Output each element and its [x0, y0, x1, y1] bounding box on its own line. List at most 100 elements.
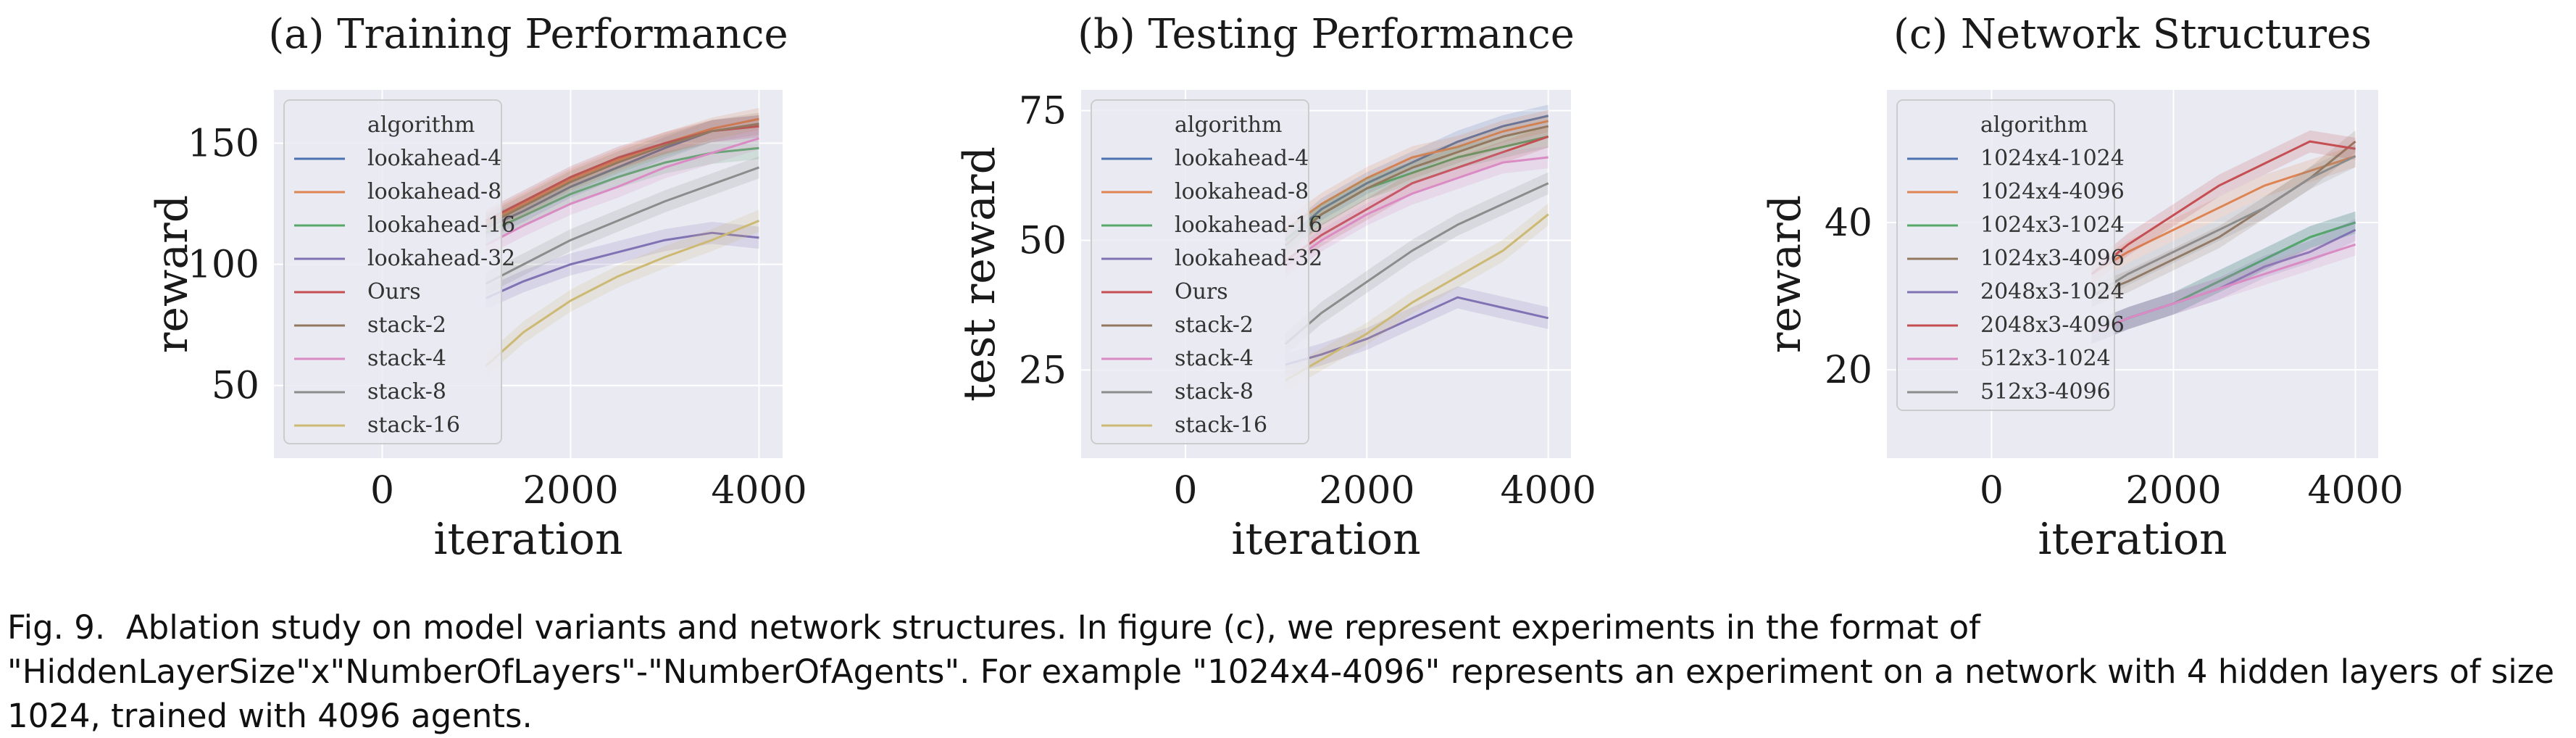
x-tick-label: 2000 — [2125, 469, 2221, 513]
y-axis-label: reward — [147, 195, 198, 353]
x-axis-label: iteration — [2038, 514, 2227, 565]
legend-title: algorithm — [1980, 112, 2088, 138]
y-tick-label: 50 — [1019, 219, 1067, 262]
legend-label: Ours — [1175, 279, 1228, 304]
legend-label: 1024x4-4096 — [1980, 179, 2125, 204]
series-band — [1285, 125, 1548, 252]
panel-title: (a) Training Performance — [268, 11, 788, 58]
series-band — [485, 112, 759, 237]
x-axis-label: iteration — [1231, 514, 1420, 565]
series-band — [485, 210, 759, 378]
series-band — [1285, 203, 1548, 391]
y-axis-label: test reward — [954, 146, 1005, 402]
series-line — [1284, 182, 1549, 345]
series-band — [485, 136, 759, 244]
series-band — [2091, 145, 2356, 307]
series-line — [2091, 155, 2356, 297]
legend-label: stack-8 — [367, 379, 446, 405]
legend-label: 512x3-1024 — [1980, 346, 2111, 371]
series-line — [2091, 140, 2356, 275]
series-band — [1285, 115, 1548, 257]
caption-label: Fig. 9. — [7, 608, 106, 647]
legend-box — [1896, 99, 2115, 411]
y-tick-label: 150 — [188, 123, 259, 166]
y-tick-label: 40 — [1825, 202, 1872, 245]
x-tick-label: 4000 — [1501, 469, 1596, 513]
y-tick-label: 25 — [1019, 349, 1067, 392]
series-band — [2091, 130, 2356, 286]
legend: algorithm 1024x4-1024 1024x4-4096 1024x3-10… — [1896, 99, 2125, 411]
legend-label: stack-16 — [1175, 412, 1267, 438]
legend-title: algorithm — [367, 112, 475, 138]
legend: algorithm lookahead-4 lookahead-8 lookahead… — [1091, 99, 1322, 444]
legend-label: lookahead-16 — [367, 212, 515, 238]
x-tick-label: 0 — [1980, 469, 2004, 513]
series-band — [2091, 233, 2356, 344]
panel-title: (b) Testing Performance — [1077, 11, 1575, 58]
series-band — [485, 221, 759, 310]
caption-text: Ablation study on model variants and net… — [7, 608, 2555, 735]
x-tick-label: 4000 — [711, 469, 806, 513]
legend-label: stack-8 — [1175, 379, 1254, 405]
series-line — [1285, 296, 1549, 366]
series-line — [1284, 213, 1549, 381]
series-band — [1285, 286, 1548, 376]
panel-title: (c) Network Structures — [1893, 11, 2372, 58]
x-axis-label: iteration — [433, 514, 622, 565]
legend-label: 1024x3-1024 — [1980, 212, 2125, 238]
legend-label: lookahead-32 — [1175, 246, 1322, 271]
legend-label: 2048x3-1024 — [1980, 279, 2125, 304]
series-line — [2091, 243, 2356, 334]
series-line — [485, 220, 760, 368]
legend-label: 1024x4-1024 — [1980, 146, 2125, 171]
legend-label: lookahead-8 — [1175, 179, 1309, 204]
series-line — [485, 137, 759, 246]
x-tick-label: 4000 — [2307, 469, 2403, 513]
ablation-figure: algorithm lookahead-4 lookahead-8 lookahead… — [147, 11, 2404, 565]
y-tick-label: 50 — [212, 365, 259, 408]
series-band — [2091, 130, 2356, 307]
legend-label: lookahead-4 — [1175, 146, 1309, 171]
series-line — [1284, 135, 1549, 262]
legend-label: lookahead-4 — [367, 146, 501, 171]
y-tick-label: 20 — [1825, 349, 1872, 392]
series-band — [2091, 145, 2356, 286]
legend: algorithm lookahead-4 lookahead-8 lookahead… — [283, 99, 515, 444]
legend-title: algorithm — [1175, 112, 1283, 138]
legend-label: lookahead-16 — [1175, 212, 1322, 238]
series-band — [485, 107, 759, 235]
series-line — [485, 231, 759, 299]
series-line — [1284, 120, 1549, 231]
figure-caption: Fig. 9. Ablation study on model variants… — [7, 605, 2569, 738]
legend-label: lookahead-32 — [367, 246, 515, 271]
legend-label: stack-16 — [367, 412, 460, 438]
series-line — [485, 123, 759, 227]
legend-label: stack-4 — [1175, 346, 1254, 371]
legend-label: stack-4 — [367, 346, 446, 371]
legend-label: 1024x3-4096 — [1980, 246, 2125, 271]
y-axis-label: reward — [1760, 195, 1811, 353]
x-tick-label: 0 — [370, 469, 394, 513]
legend-label: stack-2 — [1175, 312, 1254, 338]
series-band — [485, 115, 759, 232]
chart-panel: algorithm 1024x4-1024 1024x4-4096 1024x3-10… — [1760, 11, 2404, 565]
series-band — [485, 115, 759, 239]
series-band — [1285, 104, 1548, 252]
legend-label: Ours — [367, 279, 421, 304]
series-line — [2091, 155, 2356, 275]
x-tick-label: 2000 — [522, 469, 618, 513]
series-line — [1284, 125, 1549, 246]
series-band — [1285, 146, 1548, 278]
y-tick-label: 100 — [188, 244, 259, 287]
legend-label: stack-2 — [367, 312, 446, 338]
x-tick-label: 0 — [1173, 469, 1197, 513]
series-line — [485, 166, 760, 285]
series-line — [485, 117, 759, 225]
chart-panel: algorithm lookahead-4 lookahead-8 lookahead… — [147, 11, 807, 565]
x-tick-label: 2000 — [1319, 469, 1414, 513]
series-band — [2091, 218, 2356, 344]
series-band — [2091, 211, 2356, 344]
series-band — [2091, 211, 2356, 344]
legend-label: lookahead-8 — [367, 179, 501, 204]
legend-label: 512x3-4096 — [1980, 379, 2111, 405]
